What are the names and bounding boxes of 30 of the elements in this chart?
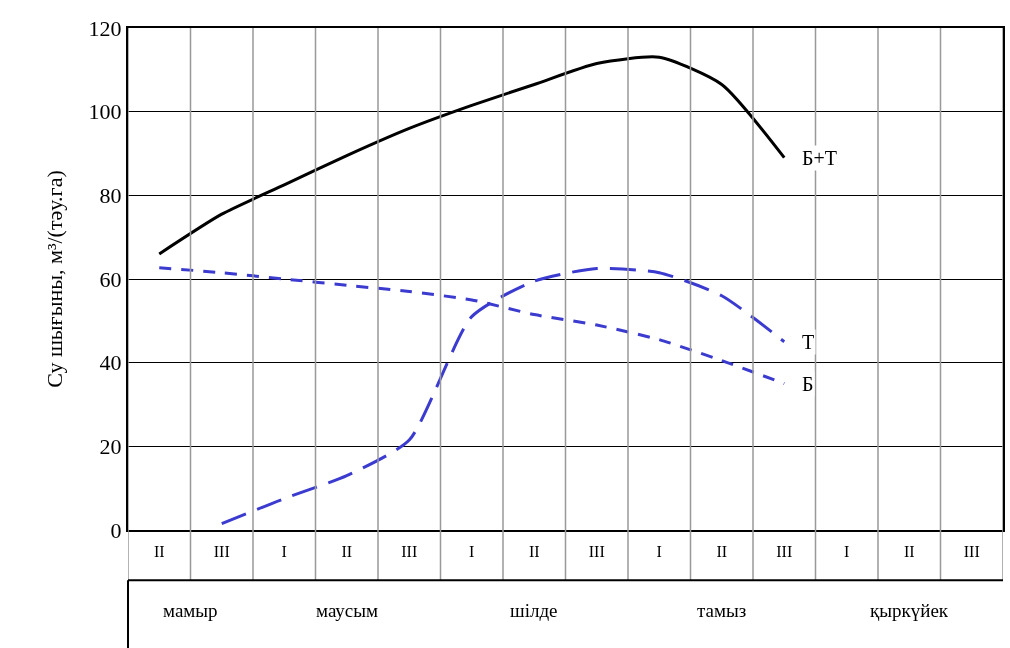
x-tick-label: II bbox=[153, 543, 165, 561]
x-tick-label: II bbox=[903, 543, 915, 561]
x-tick-label: I bbox=[844, 543, 850, 561]
y-tick-label: 100 bbox=[88, 99, 122, 125]
x-tick-label: III bbox=[401, 543, 418, 561]
y-axis-title: Су шығыны, м³/(тәу.га) bbox=[41, 170, 67, 388]
series-label: Т bbox=[802, 331, 815, 353]
y-tick-label: 40 bbox=[99, 350, 122, 376]
x-tick-label: III bbox=[213, 543, 230, 561]
text: шілде bbox=[510, 600, 558, 621]
x-tick-label: I bbox=[469, 543, 475, 561]
text: қыркүйек bbox=[870, 600, 949, 621]
x-tick-label: II bbox=[716, 543, 728, 561]
x-tick-label: III bbox=[588, 543, 605, 561]
y-tick-label: 60 bbox=[99, 266, 122, 292]
series-label: Б bbox=[802, 373, 814, 395]
x-tick-label: I bbox=[656, 543, 662, 561]
y-tick-label: 120 bbox=[88, 15, 122, 41]
text: маусым bbox=[316, 600, 379, 621]
text: тамыз bbox=[697, 600, 747, 621]
x-tick-label: II bbox=[341, 543, 353, 561]
text: мамыр bbox=[163, 600, 218, 621]
y-tick-label: 20 bbox=[99, 434, 122, 460]
x-tick-label: III bbox=[776, 543, 793, 561]
x-tick-label: III bbox=[963, 543, 980, 561]
y-tick-label: 0 bbox=[110, 517, 122, 543]
x-tick-label: I bbox=[281, 543, 287, 561]
x-tick-label: II bbox=[528, 543, 540, 561]
series-label: Б+Т bbox=[802, 147, 837, 169]
y-tick-label: 80 bbox=[99, 183, 122, 209]
